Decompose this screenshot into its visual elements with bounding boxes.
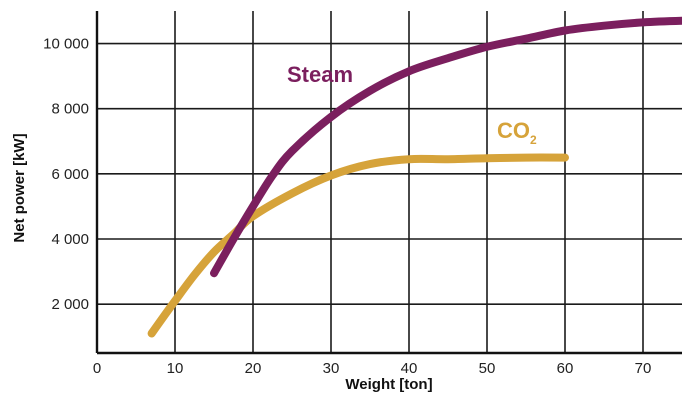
series-label-steam: Steam (287, 62, 353, 87)
grid-lines (97, 11, 682, 353)
x-tick-label: 30 (323, 360, 340, 377)
series-line-co2 (147, 153, 569, 338)
series-labels: Steam CO2 (287, 62, 537, 147)
y-tick-label: 6 000 (51, 166, 89, 183)
x-tick-label: 50 (479, 360, 496, 377)
x-tick-label: 70 (635, 360, 652, 377)
series-line-steam (210, 16, 682, 278)
y-tick-label: 2 000 (51, 296, 89, 313)
y-tick-label: 10 000 (43, 36, 89, 53)
y-axis-title: Net power [kW] (11, 133, 28, 242)
x-tick-label: 20 (245, 360, 262, 377)
series-label-co2: CO2 (497, 118, 537, 147)
x-tick-label: 60 (557, 360, 574, 377)
x-tick-label: 10 (167, 360, 184, 377)
axes: 0 10 20 30 40 50 60 70 2 000 4 000 6 000 8 000 10 00… (43, 11, 682, 377)
x-tick-label: 0 (93, 360, 101, 377)
x-tick-label: 40 (401, 360, 418, 377)
x-axis-title: Weight [ton] (345, 376, 432, 393)
y-tick-label: 8 000 (51, 101, 89, 118)
y-tick-label: 4 000 (51, 231, 89, 248)
series-layer (147, 16, 682, 338)
